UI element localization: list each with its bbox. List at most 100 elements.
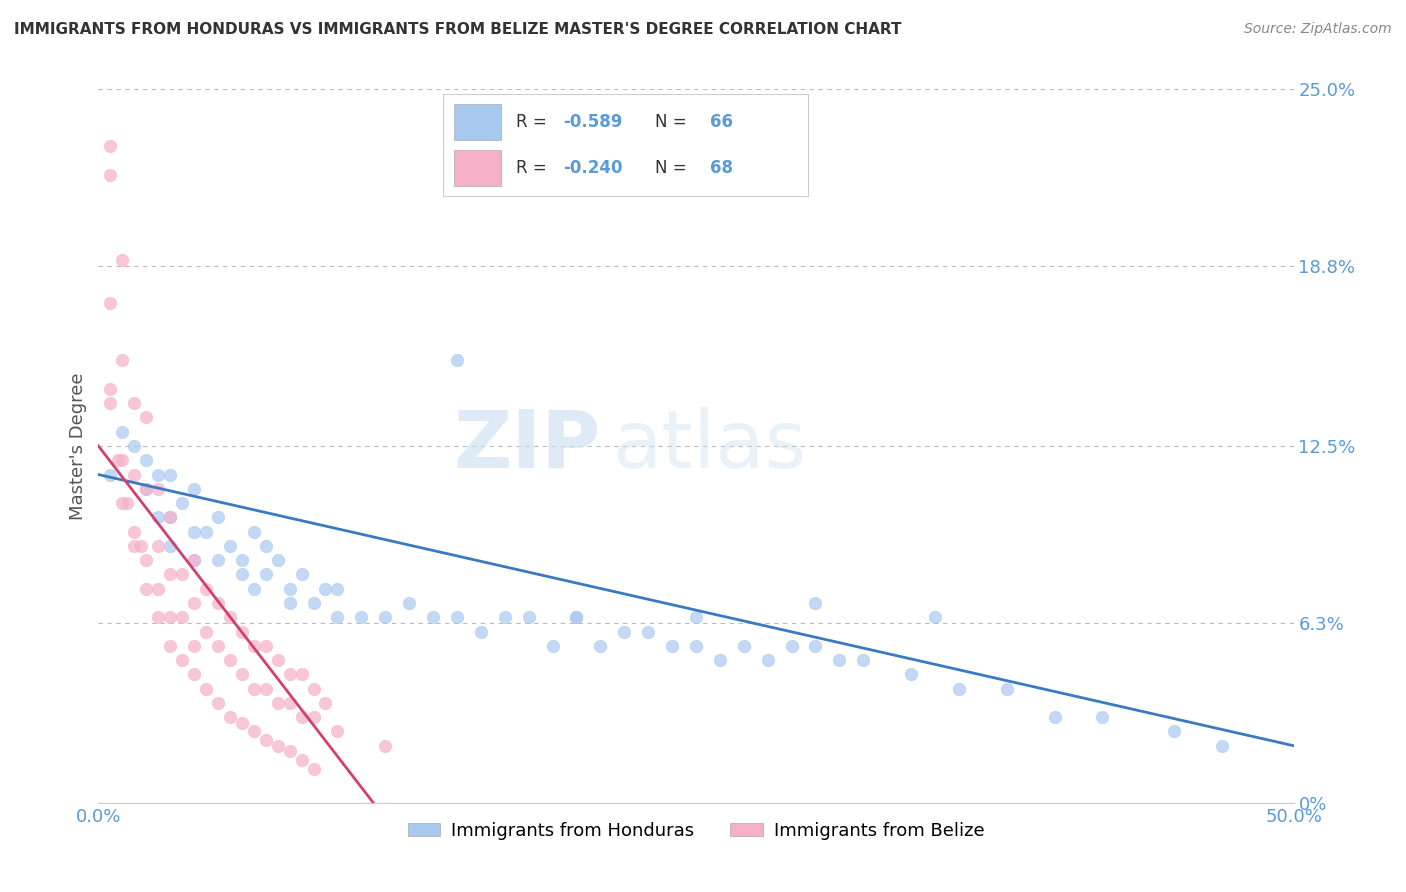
Point: [207, 510, 229, 524]
Point: [661, 639, 683, 653]
Point: [995, 681, 1018, 696]
Point: [124, 439, 146, 453]
Point: [315, 582, 337, 596]
Point: [172, 567, 194, 582]
Text: R =: R =: [516, 113, 553, 131]
Point: [589, 639, 612, 653]
Y-axis label: Master's Degree: Master's Degree: [69, 372, 87, 520]
Point: [565, 610, 588, 624]
Point: [243, 639, 266, 653]
Point: [470, 624, 492, 639]
Point: [541, 639, 564, 653]
Point: [172, 610, 194, 624]
Point: [685, 639, 707, 653]
Point: [374, 610, 396, 624]
Point: [159, 610, 181, 624]
Text: Source: ZipAtlas.com: Source: ZipAtlas.com: [1244, 22, 1392, 37]
Text: -0.589: -0.589: [564, 113, 623, 131]
Point: [302, 762, 325, 776]
Point: [267, 653, 290, 667]
Point: [124, 539, 146, 553]
Point: [326, 582, 349, 596]
Point: [172, 496, 194, 510]
Point: [804, 596, 827, 610]
Point: [183, 639, 205, 653]
Point: [231, 624, 253, 639]
Point: [111, 425, 134, 439]
Point: [637, 624, 659, 639]
Point: [98, 168, 122, 182]
Point: [565, 610, 588, 624]
Point: [326, 724, 349, 739]
Point: [446, 610, 468, 624]
Point: [159, 567, 181, 582]
Point: [254, 639, 277, 653]
Point: [183, 553, 205, 567]
Point: [98, 396, 122, 410]
Point: [254, 539, 277, 553]
Point: [183, 482, 205, 496]
Point: [267, 696, 290, 710]
Point: [231, 667, 253, 681]
Point: [315, 696, 337, 710]
Point: [172, 653, 194, 667]
Bar: [454, 104, 502, 140]
Point: [780, 639, 803, 653]
Point: [124, 396, 146, 410]
Point: [219, 539, 242, 553]
Point: [183, 596, 205, 610]
Point: [446, 353, 468, 368]
Text: IMMIGRANTS FROM HONDURAS VS IMMIGRANTS FROM BELIZE MASTER'S DEGREE CORRELATION C: IMMIGRANTS FROM HONDURAS VS IMMIGRANTS F…: [14, 22, 901, 37]
Point: [291, 710, 314, 724]
Point: [302, 710, 325, 724]
Point: [195, 681, 218, 696]
Point: [756, 653, 779, 667]
Point: [613, 624, 636, 639]
Point: [98, 139, 122, 153]
Point: [243, 724, 266, 739]
Point: [148, 467, 170, 482]
Point: [207, 696, 229, 710]
Point: [207, 553, 229, 567]
Point: [195, 624, 218, 639]
Point: [159, 510, 181, 524]
Point: [148, 482, 170, 496]
Bar: [454, 150, 502, 186]
Point: [1163, 724, 1185, 739]
Point: [183, 667, 205, 681]
Text: ZIP: ZIP: [453, 407, 600, 485]
Point: [517, 610, 540, 624]
Point: [135, 482, 157, 496]
Text: 66: 66: [710, 113, 733, 131]
Point: [107, 453, 129, 467]
Point: [302, 681, 325, 696]
Point: [159, 539, 181, 553]
Point: [254, 567, 277, 582]
Point: [111, 353, 134, 368]
Point: [685, 610, 707, 624]
Point: [111, 496, 134, 510]
Point: [243, 582, 266, 596]
Point: [98, 382, 122, 396]
Point: [148, 510, 170, 524]
Point: [267, 739, 290, 753]
Point: [733, 639, 755, 653]
Point: [709, 653, 731, 667]
Text: R =: R =: [516, 159, 553, 177]
Text: 68: 68: [710, 159, 733, 177]
Point: [159, 467, 181, 482]
Point: [195, 582, 218, 596]
Point: [243, 524, 266, 539]
Point: [159, 639, 181, 653]
Point: [1211, 739, 1233, 753]
Point: [111, 453, 134, 467]
Point: [267, 553, 290, 567]
Point: [135, 410, 157, 425]
Point: [231, 715, 253, 730]
Point: [219, 610, 242, 624]
Point: [948, 681, 970, 696]
Point: [207, 596, 229, 610]
Point: [231, 567, 253, 582]
Point: [900, 667, 922, 681]
Point: [804, 639, 827, 653]
